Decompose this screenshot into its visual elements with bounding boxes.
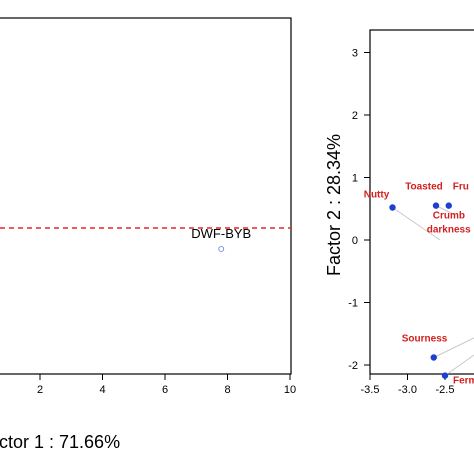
right-y-ticks: 3 2 1 0 -1 -2 — [348, 48, 370, 372]
left-x-tick-label: 8 — [224, 384, 230, 396]
right-x-ticks: -3.5-3.0-2.5-2. — [361, 374, 455, 396]
right-y-tick-label: -2 — [348, 360, 358, 372]
right-points: Nutty Toasted Fru Crumb darkness Sourness Ferm — [364, 182, 474, 387]
left-x-tick-label: 2 — [37, 384, 43, 396]
left-plot-frame — [0, 17, 292, 375]
right-attribute-label: Sourness — [402, 334, 448, 345]
left-point-label: DWF-BYB — [191, 226, 251, 241]
right-data-point — [445, 202, 452, 209]
right-x-tick-label: -3.0 — [398, 384, 417, 396]
right-y-tick-label: 2 — [352, 110, 358, 122]
right-leader-line — [444, 354, 474, 377]
right-x-tick-label: -2.5 — [436, 384, 455, 396]
right-leader-line — [433, 337, 474, 358]
right-leader-line — [435, 205, 456, 216]
right-attribute-label: Fru — [453, 182, 469, 193]
right-leader-line — [392, 207, 441, 241]
right-data-point — [430, 354, 437, 361]
right-y-tick-label: 3 — [352, 48, 358, 60]
right-y-tick-label: 1 — [352, 173, 358, 185]
right-y-tick-label: 0 — [352, 235, 358, 247]
right-attribute-label: Crumb darkness — [427, 211, 471, 236]
left-x-ticks: 2 4 6 8 10 — [37, 374, 296, 396]
right-y-tick-label: -1 — [348, 298, 358, 310]
left-x-tick-label: 6 — [162, 384, 168, 396]
right-plot-frame — [369, 29, 474, 375]
right-y-axis-title: Factor 2 : 28.34% — [324, 134, 344, 276]
right-attribute-label: Nutty — [364, 190, 390, 201]
left-x-tick-label: 10 — [284, 384, 296, 396]
right-data-point — [389, 204, 396, 211]
left-x-tick-label: 4 — [99, 384, 105, 396]
left-plot-panel: 2 4 6 8 10 DWF-BYB Factor 1 : 71.66% — [0, 17, 296, 452]
left-points: DWF-BYB — [191, 226, 251, 252]
right-attribute-label: Toasted — [405, 182, 443, 193]
left-x-axis-title: Factor 1 : 71.66% — [0, 432, 120, 452]
right-data-point — [441, 372, 449, 379]
right-data-point — [432, 202, 440, 209]
left-data-point — [218, 246, 225, 252]
right-x-tick-label: -3.5 — [361, 384, 380, 396]
right-attribute-label: Ferm — [453, 376, 474, 387]
